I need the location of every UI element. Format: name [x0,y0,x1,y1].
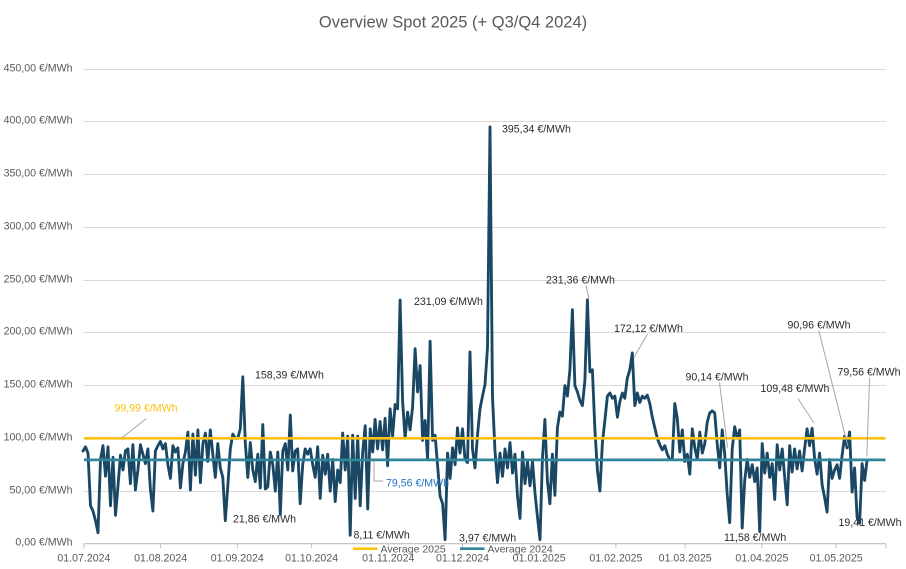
svg-text:01.04.2025: 01.04.2025 [735,553,788,565]
svg-text:Overview Spot 2025 (+ Q3/Q4 20: Overview Spot 2025 (+ Q3/Q4 2024) [319,13,587,31]
svg-text:Average 2025: Average 2025 [381,544,446,556]
svg-text:100,00 €/MWh: 100,00 €/MWh [4,431,73,443]
svg-text:90,14 €/MWh: 90,14 €/MWh [686,372,749,384]
svg-text:Average 2024: Average 2024 [488,544,553,556]
svg-text:01.12.2024: 01.12.2024 [436,553,489,565]
svg-text:300,00 €/MWh: 300,00 €/MWh [4,220,73,232]
svg-text:8,11 €/MWh: 8,11 €/MWh [354,530,410,542]
svg-text:01.10.2024: 01.10.2024 [285,553,338,565]
svg-text:21,86 €/MWh: 21,86 €/MWh [233,514,296,526]
svg-text:3,97 €/MWh: 3,97 €/MWh [459,533,516,545]
svg-text:11,58 €/MWh: 11,58 €/MWh [724,532,786,544]
svg-text:90,96 €/MWh: 90,96 €/MWh [788,320,851,332]
svg-text:158,39 €/MWh: 158,39 €/MWh [255,370,324,382]
svg-text:231,36 €/MWh: 231,36 €/MWh [546,275,615,287]
svg-text:01.08.2024: 01.08.2024 [134,553,187,565]
svg-text:350,00 €/MWh: 350,00 €/MWh [4,167,73,179]
svg-text:01.05.2025: 01.05.2025 [810,553,863,565]
svg-text:395,34 €/MWh: 395,34 €/MWh [502,124,571,136]
svg-text:79,56 €/MWh: 79,56 €/MWh [838,367,901,379]
svg-text:01.07.2024: 01.07.2024 [57,553,110,565]
svg-text:250,00 €/MWh: 250,00 €/MWh [4,273,73,285]
svg-text:450,00 €/MWh: 450,00 €/MWh [4,62,73,74]
svg-text:19,41 €/MWh: 19,41 €/MWh [839,517,902,529]
svg-text:01.11.2024: 01.11.2024 [362,553,414,565]
svg-text:01.03.2025: 01.03.2025 [659,553,712,565]
svg-text:0,00 €/MWh: 0,00 €/MWh [15,536,72,548]
svg-text:231,09 €/MWh: 231,09 €/MWh [414,296,483,308]
svg-text:400,00 €/MWh: 400,00 €/MWh [4,114,73,126]
svg-text:109,48 €/MWh: 109,48 €/MWh [761,383,830,395]
svg-text:79,56 €/MWh: 79,56 €/MWh [386,478,449,490]
svg-text:50,00 €/MWh: 50,00 €/MWh [9,484,72,496]
svg-text:01.01.2025: 01.01.2025 [513,553,566,565]
svg-text:200,00 €/MWh: 200,00 €/MWh [4,325,73,337]
svg-text:172,12 €/MWh: 172,12 €/MWh [614,323,683,335]
svg-text:99,99 €/MWh: 99,99 €/MWh [115,403,178,415]
svg-text:01.02.2025: 01.02.2025 [589,553,642,565]
svg-text:01.09.2024: 01.09.2024 [211,553,264,565]
svg-text:150,00 €/MWh: 150,00 €/MWh [4,378,73,390]
